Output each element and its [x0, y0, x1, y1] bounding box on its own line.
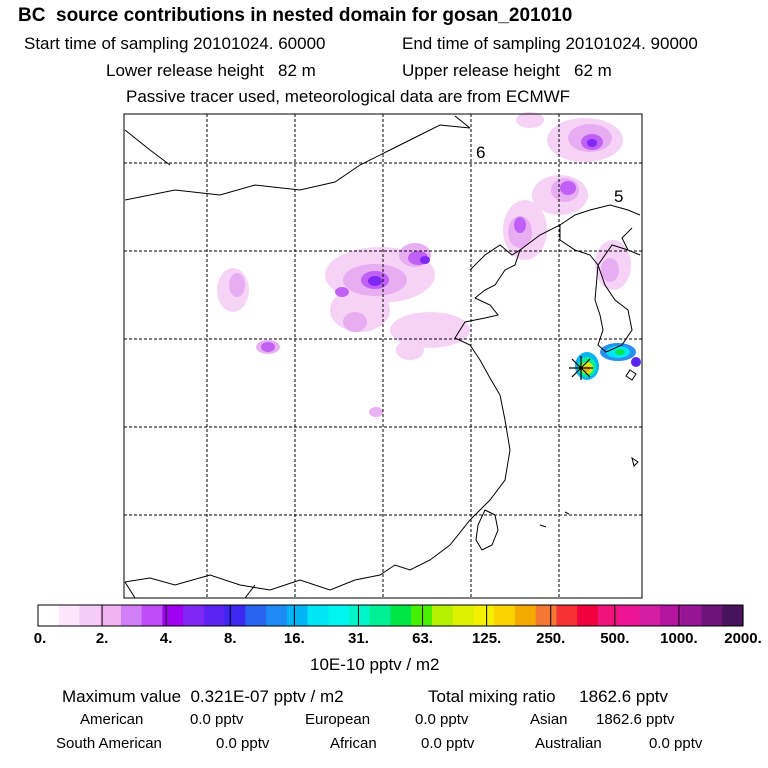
- colorbar-swatch: [618, 605, 640, 626]
- colorbar-swatch: [639, 605, 661, 626]
- colorbar-dividers: [101, 605, 680, 626]
- colorbar-swatch: [411, 605, 433, 626]
- coastlines: [124, 115, 641, 599]
- colorbar-swatch: [120, 605, 143, 626]
- region-american-name: American: [80, 711, 144, 728]
- region-south-american-value: 0.0 pptv: [216, 735, 270, 752]
- region-european-name: European: [305, 711, 371, 728]
- tracer-note: Passive tracer used, meteorological data…: [126, 87, 571, 106]
- lower-release-label: Lower release height 82 m: [106, 61, 316, 80]
- colorbar-swatch: [452, 605, 475, 626]
- colorbar-swatch: [535, 605, 557, 626]
- colorbar-swatch: [349, 605, 371, 626]
- region-european-value: 0.0 pptv: [415, 711, 469, 728]
- colorbar-swatch: [597, 605, 620, 626]
- colorbar-tick-label: 31.: [348, 630, 369, 647]
- colorbar-tick-label: 16.: [283, 630, 305, 647]
- colorbar-tick-label: 0.: [33, 630, 47, 647]
- max-value: Maximum value 0.321E-07 pptv / m2: [62, 687, 344, 706]
- colorbar-swatch: [100, 605, 122, 626]
- map-frame: [123, 113, 643, 599]
- start-time-label: Start time of sampling 20101024. 60000: [24, 34, 326, 53]
- colorbar-swatch: [660, 605, 682, 626]
- region-asian-name: Asian: [530, 711, 568, 728]
- colorbar-swatch: [328, 605, 350, 626]
- colorbar-swatch: [473, 605, 495, 626]
- colorbar-swatch: [38, 605, 60, 626]
- region-african-name: African: [330, 735, 377, 752]
- colorbar-tick-label: 2.: [95, 630, 109, 647]
- colorbar-tick-label: 125.: [472, 630, 502, 647]
- region-south-american-name: South American: [56, 735, 162, 752]
- colorbar-swatch: [431, 605, 454, 626]
- upper-release-label: Upper release height 62 m: [402, 61, 612, 80]
- colorbar-swatch: [162, 605, 184, 626]
- colorbar-tick-label: 8.: [224, 630, 237, 647]
- colorbar-tick-label: 1000.: [660, 630, 698, 647]
- plot-title: BC source contributions in nested domain…: [18, 5, 573, 26]
- colorbar-tick-label: 500.: [600, 630, 630, 647]
- colorbar-swatch: [556, 605, 578, 626]
- colorbar-swatch: [224, 605, 246, 626]
- colorbar-tick-label: 2000.: [724, 630, 762, 647]
- colorbar-swatch: [79, 605, 101, 626]
- region-asian-value: 1862.6 pptv: [596, 711, 675, 728]
- colorbar-tick-label: 250.: [536, 630, 566, 647]
- colorbar-swatch: [494, 605, 516, 626]
- colorbar-frame: [37, 604, 744, 627]
- colorbar-swatch: [701, 605, 723, 626]
- colorbar-swatch: [514, 605, 537, 626]
- region-american-value: 0.0 pptv: [190, 711, 244, 728]
- grid-label-5: 5: [614, 187, 623, 206]
- colorbar-swatch: [266, 605, 288, 626]
- colorbar-swatch: [390, 605, 412, 626]
- region-african-value: 0.0 pptv: [421, 735, 475, 752]
- colorbar-swatch: [369, 605, 392, 626]
- colorbar-unit: 10E-10 pptv / m2: [310, 655, 440, 674]
- colorbar-swatch: [577, 605, 599, 626]
- total-mixing-ratio: Total mixing ratio 1862.6 pptv: [428, 687, 669, 706]
- region-australian-name: Australian: [535, 735, 602, 752]
- colorbar-tick-label: 4.: [159, 630, 173, 647]
- colorbar-swatch: [680, 605, 703, 626]
- grid-label-6: 6: [476, 143, 485, 162]
- colorbar-tick-label: 63.: [412, 630, 433, 647]
- colorbar-swatch: [183, 605, 205, 626]
- colorbar-swatch: [203, 605, 226, 626]
- colorbar-swatches: [38, 605, 744, 626]
- colorbar-swatch: [245, 605, 267, 626]
- lat-lon-grid: [124, 114, 642, 598]
- colorbar-swatch: [722, 605, 744, 626]
- colorbar-swatch: [286, 605, 309, 626]
- colorbar-swatch: [58, 605, 81, 626]
- star-marker-icon: [569, 356, 593, 380]
- colorbar-swatch: [307, 605, 329, 626]
- region-australian-value: 0.0 pptv: [649, 735, 703, 752]
- end-time-label: End time of sampling 20101024. 90000: [402, 34, 698, 53]
- colorbar-swatch: [141, 605, 164, 626]
